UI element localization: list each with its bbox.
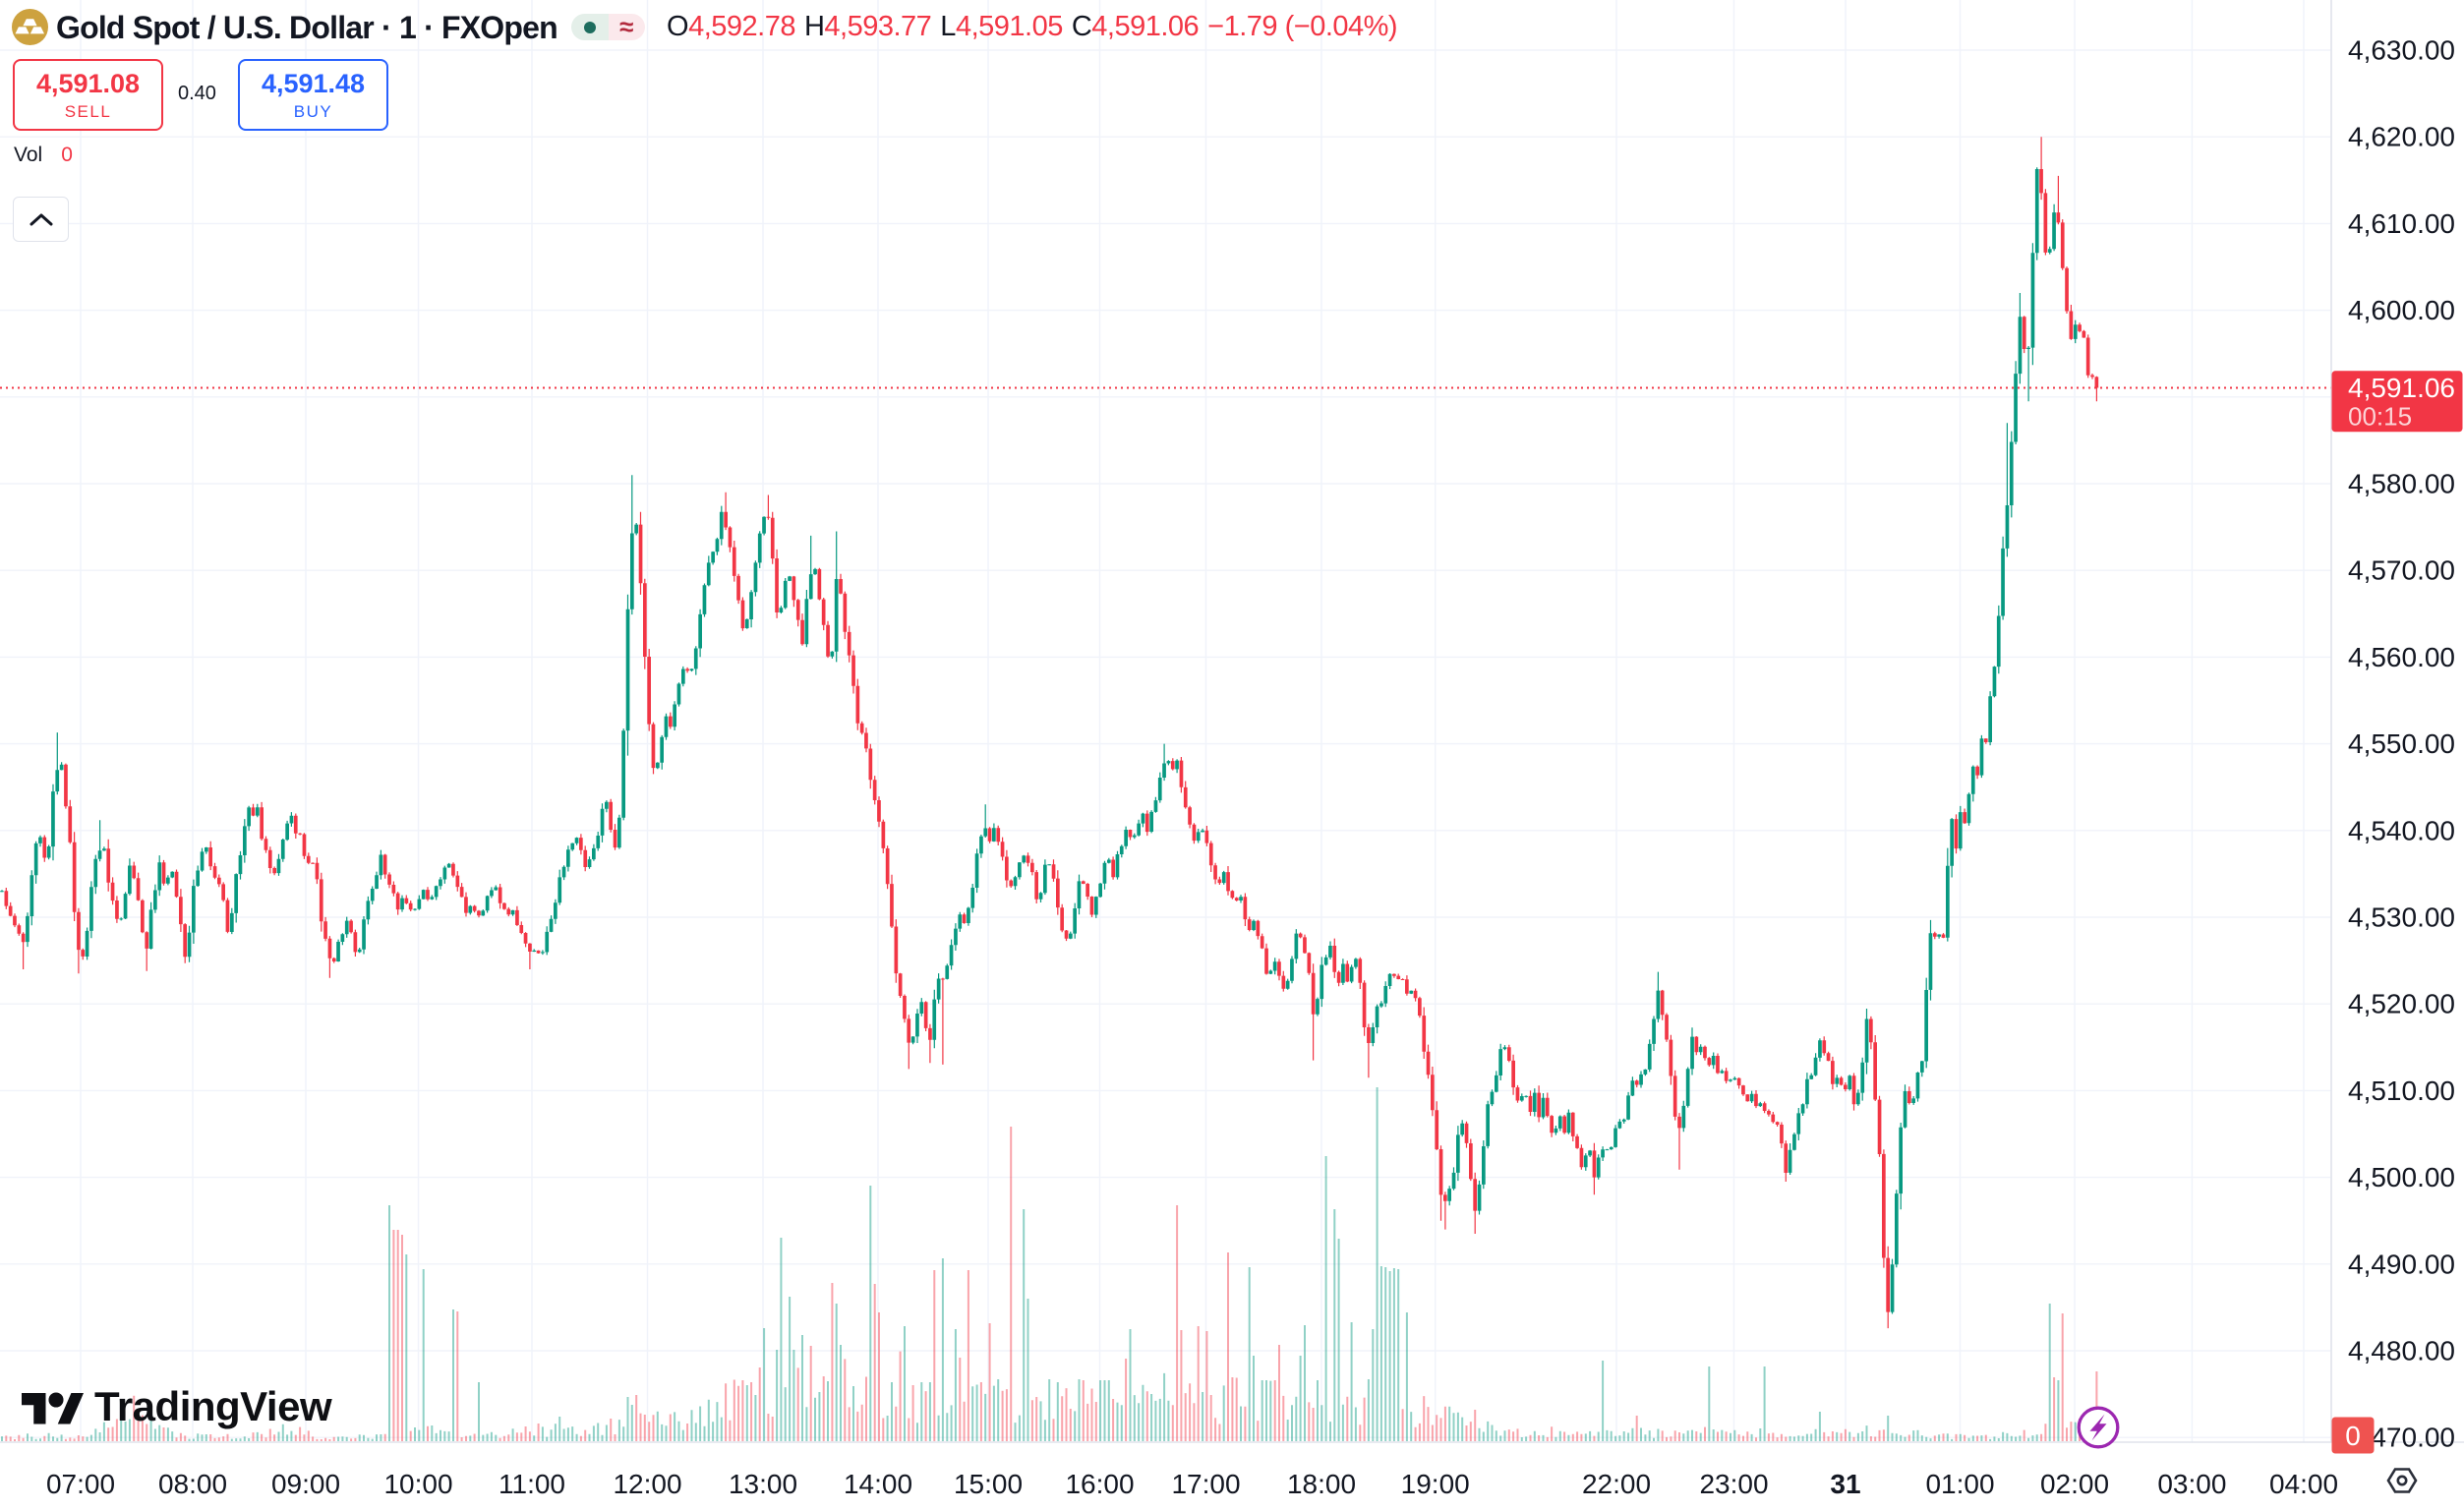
svg-text:4,630.00: 4,630.00: [2348, 35, 2455, 66]
svg-text:10:00: 10:00: [383, 1469, 452, 1499]
svg-text:4,490.00: 4,490.00: [2348, 1249, 2455, 1279]
svg-text:4,480.00: 4,480.00: [2348, 1336, 2455, 1366]
svg-text:01:00: 01:00: [1925, 1469, 1994, 1499]
svg-text:03:00: 03:00: [2157, 1469, 2226, 1499]
svg-text:23:00: 23:00: [1699, 1469, 1768, 1499]
svg-text:14:00: 14:00: [844, 1469, 912, 1499]
svg-text:22:00: 22:00: [1582, 1469, 1651, 1499]
svg-text:4,570.00: 4,570.00: [2348, 555, 2455, 586]
svg-text:4,510.00: 4,510.00: [2348, 1075, 2455, 1106]
svg-text:07:00: 07:00: [46, 1469, 115, 1499]
svg-text:4,600.00: 4,600.00: [2348, 295, 2455, 325]
svg-text:08:00: 08:00: [158, 1469, 227, 1499]
svg-text:13:00: 13:00: [729, 1469, 797, 1499]
svg-text:4,591.06: 4,591.06: [2348, 373, 2455, 403]
svg-text:4,580.00: 4,580.00: [2348, 469, 2455, 499]
svg-text:04:00: 04:00: [2269, 1469, 2338, 1499]
svg-text:4,620.00: 4,620.00: [2348, 122, 2455, 152]
svg-text:19:00: 19:00: [1401, 1469, 1470, 1499]
svg-text:09:00: 09:00: [271, 1469, 340, 1499]
svg-text:4,500.00: 4,500.00: [2348, 1162, 2455, 1192]
svg-text:16:00: 16:00: [1065, 1469, 1134, 1499]
svg-text:18:00: 18:00: [1287, 1469, 1356, 1499]
svg-text:15:00: 15:00: [954, 1469, 1023, 1499]
svg-text:4,560.00: 4,560.00: [2348, 642, 2455, 672]
svg-text:4,520.00: 4,520.00: [2348, 989, 2455, 1019]
svg-text:4,530.00: 4,530.00: [2348, 902, 2455, 933]
svg-text:4,610.00: 4,610.00: [2348, 208, 2455, 239]
svg-text:02:00: 02:00: [2040, 1469, 2109, 1499]
svg-text:0: 0: [2345, 1421, 2361, 1451]
svg-text:4,540.00: 4,540.00: [2348, 815, 2455, 845]
svg-text:12:00: 12:00: [613, 1469, 681, 1499]
svg-text:17:00: 17:00: [1171, 1469, 1240, 1499]
svg-text:00:15: 00:15: [2348, 402, 2412, 432]
svg-text:11:00: 11:00: [499, 1469, 565, 1499]
svg-text:31: 31: [1830, 1469, 1860, 1499]
svg-text:4,550.00: 4,550.00: [2348, 728, 2455, 759]
